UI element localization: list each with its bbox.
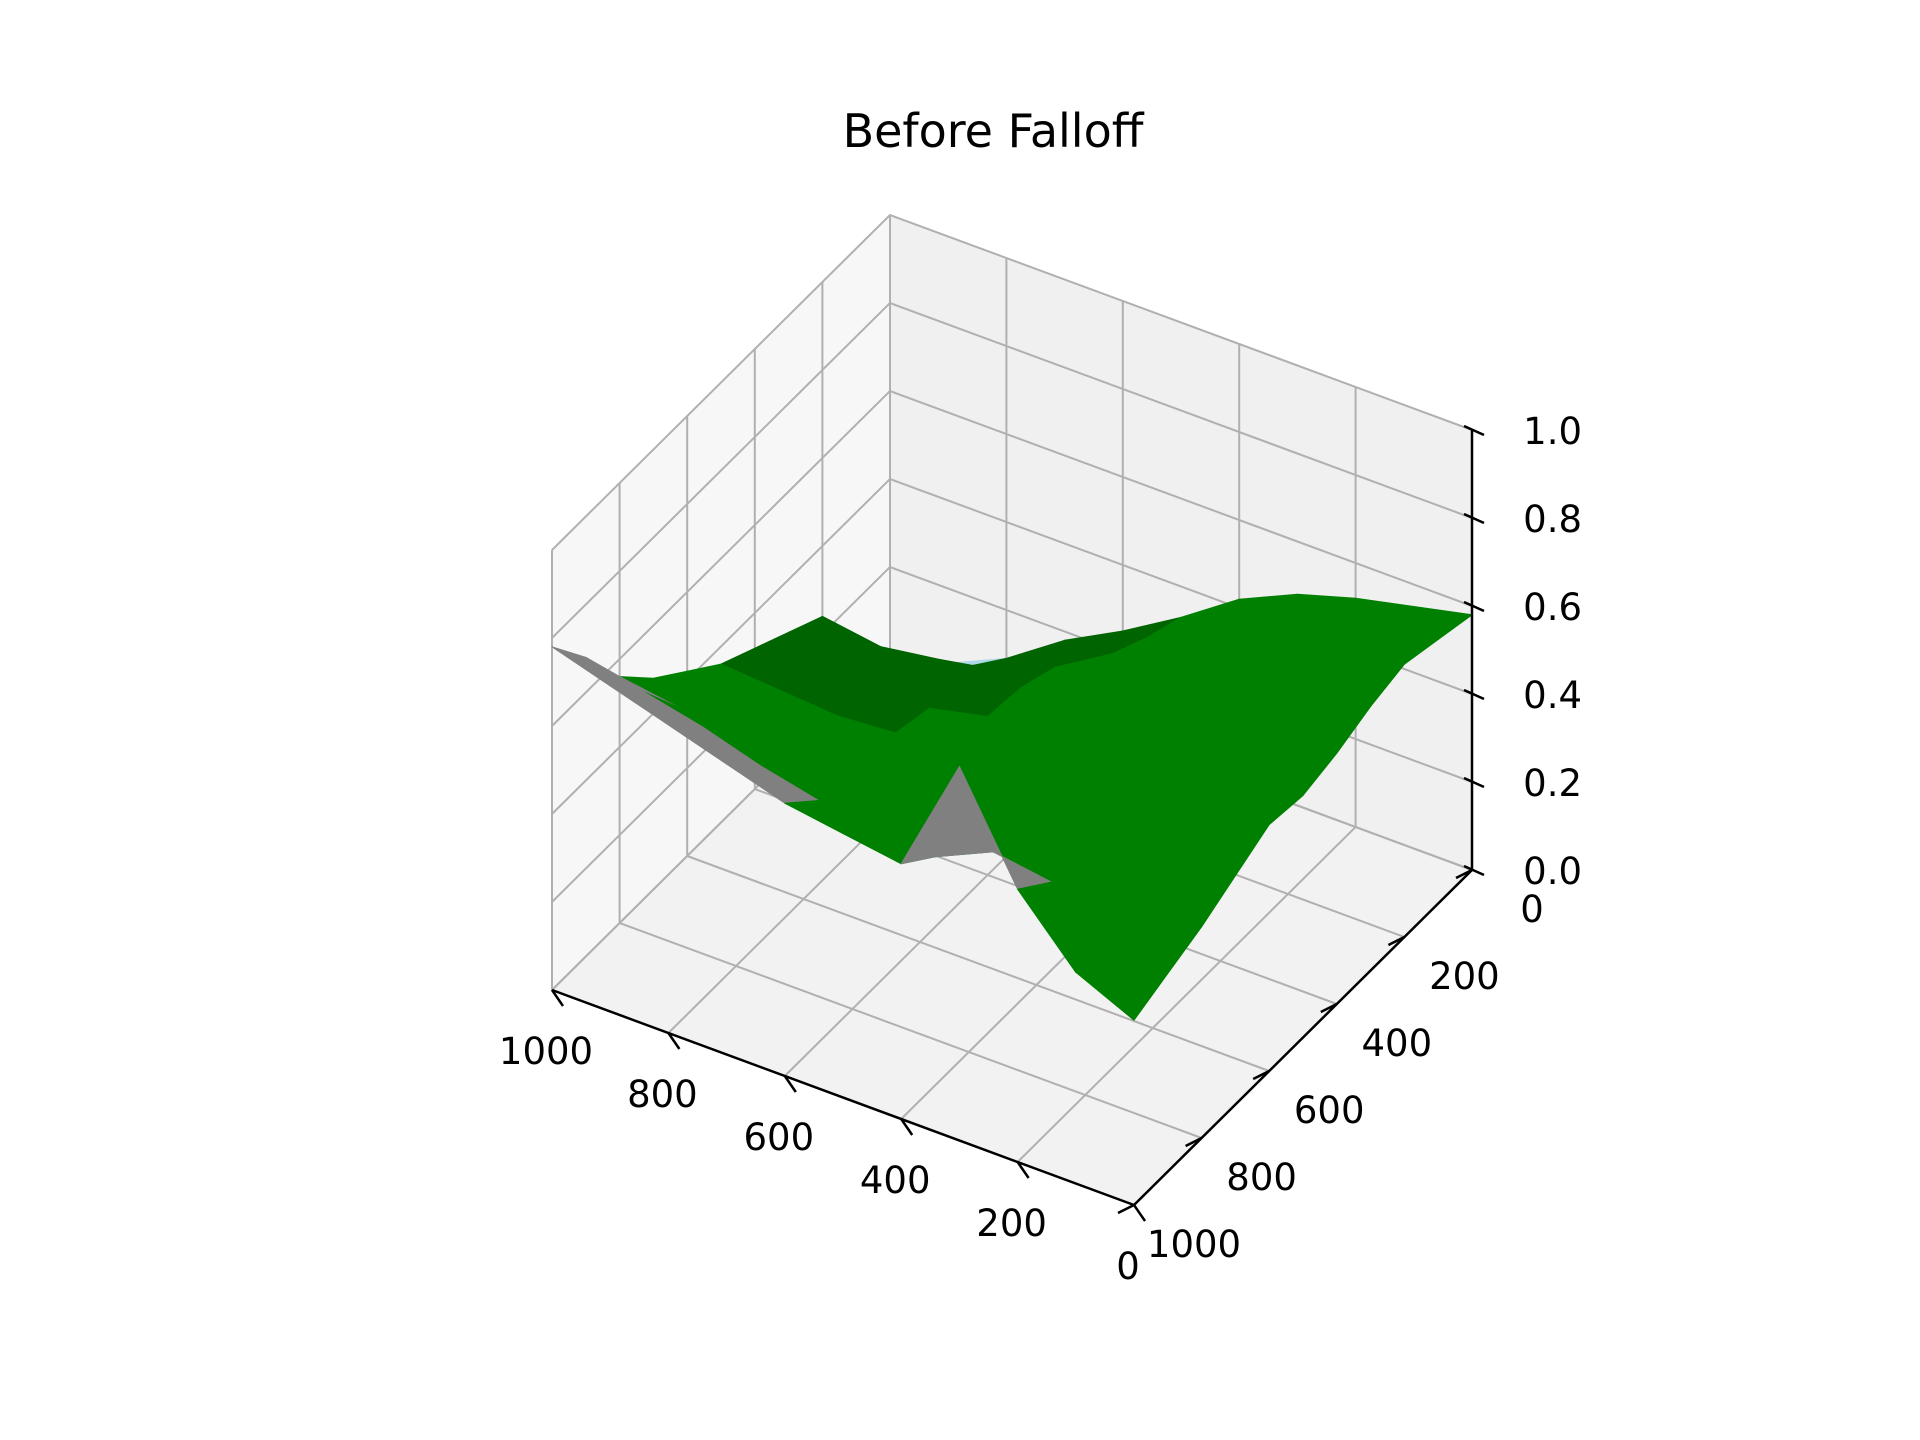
x-tick-label: 800 <box>627 1073 698 1116</box>
y-tick-label: 0 <box>1520 888 1544 931</box>
z-tick-label: 0.6 <box>1523 586 1582 629</box>
axis-lines <box>551 430 1474 1207</box>
z-tick <box>1463 864 1485 877</box>
x-tick <box>1016 1161 1030 1179</box>
y-tick-label: 600 <box>1294 1089 1365 1132</box>
x-tick-label: 0 <box>1116 1245 1140 1288</box>
y-tick <box>1252 1069 1270 1081</box>
y-tick <box>1455 868 1473 880</box>
x-tick <box>667 1032 681 1050</box>
surface-patch <box>1075 929 1169 1021</box>
y-axis-line <box>1133 869 1473 1206</box>
z-tick <box>1463 600 1485 613</box>
surface-plot <box>551 593 1473 1021</box>
x-tick <box>783 1075 797 1093</box>
axis-ticks: 02004006008001000020040060080010000.00.2… <box>499 410 1582 1288</box>
z-tick-label: 0.8 <box>1523 498 1582 541</box>
x-tick <box>1132 1204 1147 1222</box>
x-tick-label: 600 <box>743 1116 814 1159</box>
x-tick-label: 200 <box>976 1202 1047 1245</box>
y-tick-label: 1000 <box>1147 1223 1241 1266</box>
z-tick <box>1463 688 1485 701</box>
x-tick <box>900 1118 914 1136</box>
y-tick-label: 800 <box>1226 1156 1297 1199</box>
chart-title: Before Falloff <box>843 104 1145 158</box>
z-gridline <box>551 213 1473 551</box>
z-tick <box>1463 512 1485 525</box>
y-tick <box>1387 935 1405 947</box>
y-tick <box>1185 1136 1203 1148</box>
y-tick-label: 400 <box>1361 1022 1432 1065</box>
z-gridline <box>551 301 1473 639</box>
y-tick-label: 200 <box>1429 955 1500 998</box>
x-tick <box>550 989 565 1007</box>
z-tick-label: 1.0 <box>1523 410 1582 453</box>
z-tick <box>1463 776 1485 789</box>
z-tick <box>1463 424 1485 437</box>
x-axis-line <box>551 988 1135 1207</box>
z-tick-label: 0.2 <box>1523 762 1582 805</box>
x-tick-label: 1000 <box>499 1030 593 1073</box>
x-tick-label: 400 <box>860 1159 931 1202</box>
y-tick <box>1320 1002 1338 1014</box>
y-tick <box>1117 1203 1135 1215</box>
z-gridline <box>551 389 1473 727</box>
z-tick-label: 0.4 <box>1523 674 1582 717</box>
z-tick-label: 0.0 <box>1523 850 1582 893</box>
